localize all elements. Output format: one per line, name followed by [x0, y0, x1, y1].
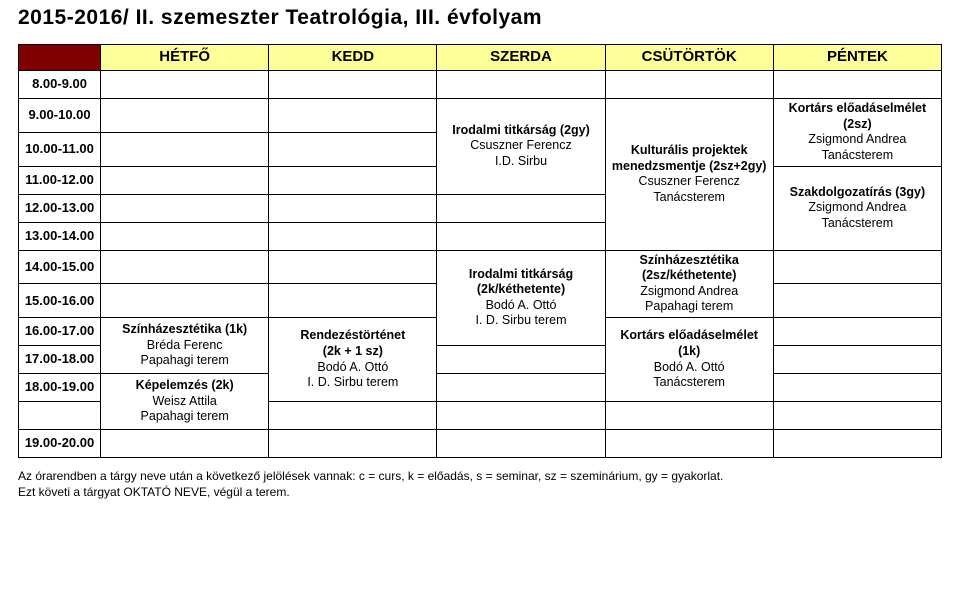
fri-1900 — [773, 430, 941, 458]
day-head-fri: PÉNTEK — [773, 45, 941, 71]
page-title: 2015-2016/ II. szemeszter Teatrológia, I… — [18, 6, 942, 30]
mon-0800 — [101, 71, 269, 99]
time-1000: 10.00-11.00 — [19, 132, 101, 166]
wed-1700 — [437, 346, 605, 374]
footer-line2: Ezt követi a tárgyat OKTATÓ NEVE, végül … — [18, 485, 290, 499]
mon-1400 — [101, 250, 269, 284]
tue-1200 — [269, 194, 437, 222]
wed-irodalmi-titkarsag-2k: Irodalmi titkárság (2k/kéthetente) Bodó … — [437, 250, 605, 346]
wed-1200 — [437, 194, 605, 222]
tue-1100 — [269, 166, 437, 194]
mon-1300 — [101, 222, 269, 250]
fri-1700 — [773, 346, 941, 374]
footer-note: Az órarendben a tárgy neve után a követk… — [18, 468, 942, 500]
time-1100: 11.00-12.00 — [19, 166, 101, 194]
thu-1900 — [605, 430, 773, 458]
mon-0900 — [101, 99, 269, 133]
thu-kulturalis-projektek: Kulturális projektek menedzsmentje (2sz+… — [605, 99, 773, 251]
day-head-thu: CSÜTÖRTÖK — [605, 45, 773, 71]
mon-kepelemzes-2k: Képelemzés (2k) Weisz Attila Papahagi te… — [101, 374, 269, 430]
wed-0800 — [437, 71, 605, 99]
fri-1800 — [773, 374, 941, 402]
time-1900: 19.00-20.00 — [19, 430, 101, 458]
time-1500: 15.00-16.00 — [19, 284, 101, 318]
fri-szakdolgozatiras-3gy: Szakdolgozatírás (3gy) Zsigmond Andrea T… — [773, 166, 941, 250]
time-1800b — [19, 402, 101, 430]
fri-1500 — [773, 284, 941, 318]
time-1700: 17.00-18.00 — [19, 346, 101, 374]
fri-1800b — [773, 402, 941, 430]
time-0900: 9.00-10.00 — [19, 99, 101, 133]
tue-1800b — [269, 402, 437, 430]
time-1300: 13.00-14.00 — [19, 222, 101, 250]
time-1200: 12.00-13.00 — [19, 194, 101, 222]
wed-1800 — [437, 374, 605, 402]
time-1600: 16.00-17.00 — [19, 318, 101, 346]
fri-0800 — [773, 71, 941, 99]
day-head-tue: KEDD — [269, 45, 437, 71]
day-head-wed: SZERDA — [437, 45, 605, 71]
tue-1500 — [269, 284, 437, 318]
wed-1300 — [437, 222, 605, 250]
footer-line1: Az órarendben a tárgy neve után a követk… — [18, 469, 723, 483]
mon-1900 — [101, 430, 269, 458]
day-head-mon: HÉTFŐ — [101, 45, 269, 71]
wed-1800b — [437, 402, 605, 430]
tue-0800 — [269, 71, 437, 99]
tue-1300 — [269, 222, 437, 250]
tue-1900 — [269, 430, 437, 458]
tue-1000 — [269, 132, 437, 166]
time-0800: 8.00-9.00 — [19, 71, 101, 99]
fri-kortars-eloadaselm-2sz: Kortárs előadáselmélet (2sz) Zsigmond An… — [773, 99, 941, 167]
thu-kortars-eloadaselm-1k: Kortárs előadáselmélet (1k) Bodó A. Ottó… — [605, 318, 773, 402]
header-row: HÉTFŐ KEDD SZERDA CSÜTÖRTÖK PÉNTEK — [19, 45, 942, 71]
tue-1400 — [269, 250, 437, 284]
mon-1000 — [101, 132, 269, 166]
wed-1900 — [437, 430, 605, 458]
thu-0800 — [605, 71, 773, 99]
tue-0900 — [269, 99, 437, 133]
thu-1800b — [605, 402, 773, 430]
time-1800: 18.00-19.00 — [19, 374, 101, 402]
mon-1200 — [101, 194, 269, 222]
header-corner — [19, 45, 101, 71]
mon-1100 — [101, 166, 269, 194]
time-1400: 14.00-15.00 — [19, 250, 101, 284]
fri-1600 — [773, 318, 941, 346]
tue-rendezestortenet: Rendezéstörténet (2k + 1 sz) Bodó A. Ott… — [269, 318, 437, 402]
timetable-page: 2015-2016/ II. szemeszter Teatrológia, I… — [0, 0, 960, 615]
mon-szinhazesztetika-1k: Színházesztétika (1k) Bréda Ferenc Papah… — [101, 318, 269, 374]
thu-szinhazesztetika-2sz: Színházesztétika (2sz/kéthetente) Zsigmo… — [605, 250, 773, 318]
mon-1500 — [101, 284, 269, 318]
wed-irodalmi-titkarsag-2gy: Irodalmi titkárság (2gy) Csuszner Ferenc… — [437, 99, 605, 195]
timetable: HÉTFŐ KEDD SZERDA CSÜTÖRTÖK PÉNTEK 8.00-… — [18, 44, 942, 458]
fri-1400 — [773, 250, 941, 284]
